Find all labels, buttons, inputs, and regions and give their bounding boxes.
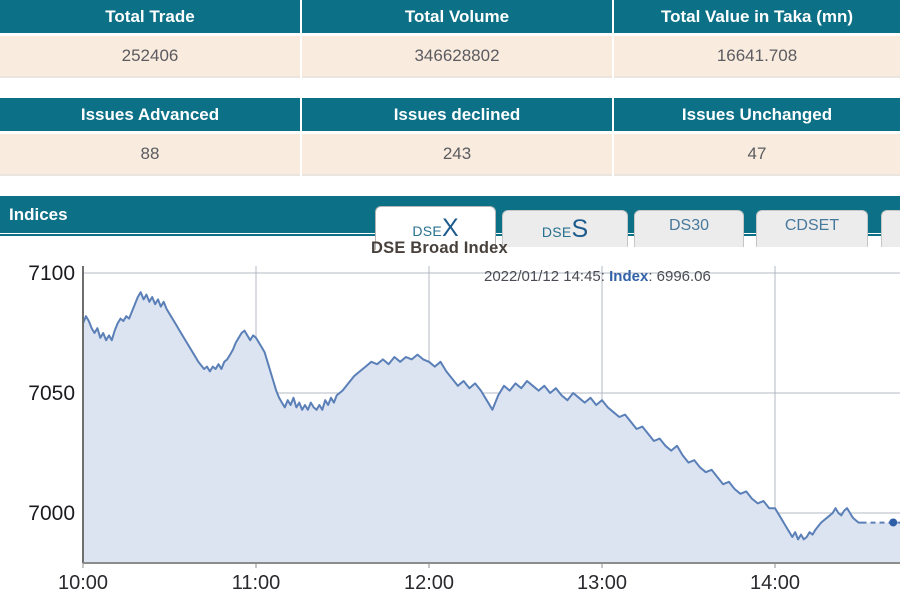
tab-cdset[interactable]: CDSET	[756, 210, 868, 247]
header-total-trade: Total Trade	[0, 0, 300, 33]
tab-dses[interactable]: DSE S	[502, 210, 628, 247]
tab-partial[interactable]	[881, 210, 900, 247]
header-issues-unchanged: Issues Unchanged	[614, 98, 900, 131]
x-tick-label-12:00: 12:00	[404, 572, 454, 594]
tab-ds30[interactable]: DS30	[634, 210, 744, 247]
tab-dsex-prefix: DSE	[412, 223, 442, 239]
y-tick-label-7000: 7000	[28, 502, 75, 525]
header-total-value: Total Value in Taka (mn)	[614, 0, 900, 33]
chart-annotation: 2022/01/12 14:45: Index: 6996.06	[484, 268, 711, 285]
value-total-value: 16641.708	[614, 36, 900, 78]
value-total-trade: 252406	[0, 36, 300, 78]
tab-dses-prefix: DSE	[541, 224, 572, 240]
y-tick-label-7100: 7100	[28, 262, 75, 285]
summary-table-issues: Issues Advanced Issues declined Issues U…	[0, 98, 900, 176]
tab-dses-suffix: S	[571, 215, 589, 243]
index-area-fill	[83, 292, 900, 563]
header-issues-advanced: Issues Advanced	[0, 98, 300, 131]
x-tick-label-13:00: 13:00	[577, 572, 627, 594]
value-total-volume: 346628802	[302, 36, 612, 78]
x-tick-label-14:00: 14:00	[750, 572, 800, 594]
index-chart-svg: 7100 7050 7000 10:00 11:00 12:00 13:00 14:00	[28, 262, 900, 594]
last-point-marker	[889, 518, 898, 527]
summary-table-trade: Total Trade Total Volume Total Value in …	[0, 0, 900, 78]
annotation-value: : 6996.06	[648, 268, 711, 285]
tab-dsex-suffix: X	[442, 214, 459, 242]
chart-title: DSE Broad Index	[371, 239, 508, 257]
annotation-series-name: Index	[609, 268, 649, 285]
indices-section-title: Indices	[9, 205, 68, 224]
tab-dsex[interactable]: DSE X	[375, 206, 496, 250]
index-line	[82, 291, 863, 541]
header-total-volume: Total Volume	[302, 0, 612, 33]
tab-ds30-label: DS30	[668, 217, 710, 234]
index-chart[interactable]: 7100 7050 7000 10:00 11:00 12:00 13:00 14:00	[0, 250, 900, 600]
header-issues-declined: Issues declined	[302, 98, 612, 131]
x-tick-label-11:00: 11:00	[232, 572, 281, 594]
value-issues-unchanged: 47	[614, 134, 900, 176]
y-tick-label-7050: 7050	[28, 382, 75, 405]
x-tick-label-10:00: 10:00	[58, 572, 108, 594]
value-issues-advanced: 88	[0, 134, 300, 176]
tab-cdset-label: CDSET	[784, 217, 840, 234]
value-issues-declined: 243	[302, 134, 612, 176]
annotation-datetime: 2022/01/12 14:45:	[484, 268, 605, 285]
